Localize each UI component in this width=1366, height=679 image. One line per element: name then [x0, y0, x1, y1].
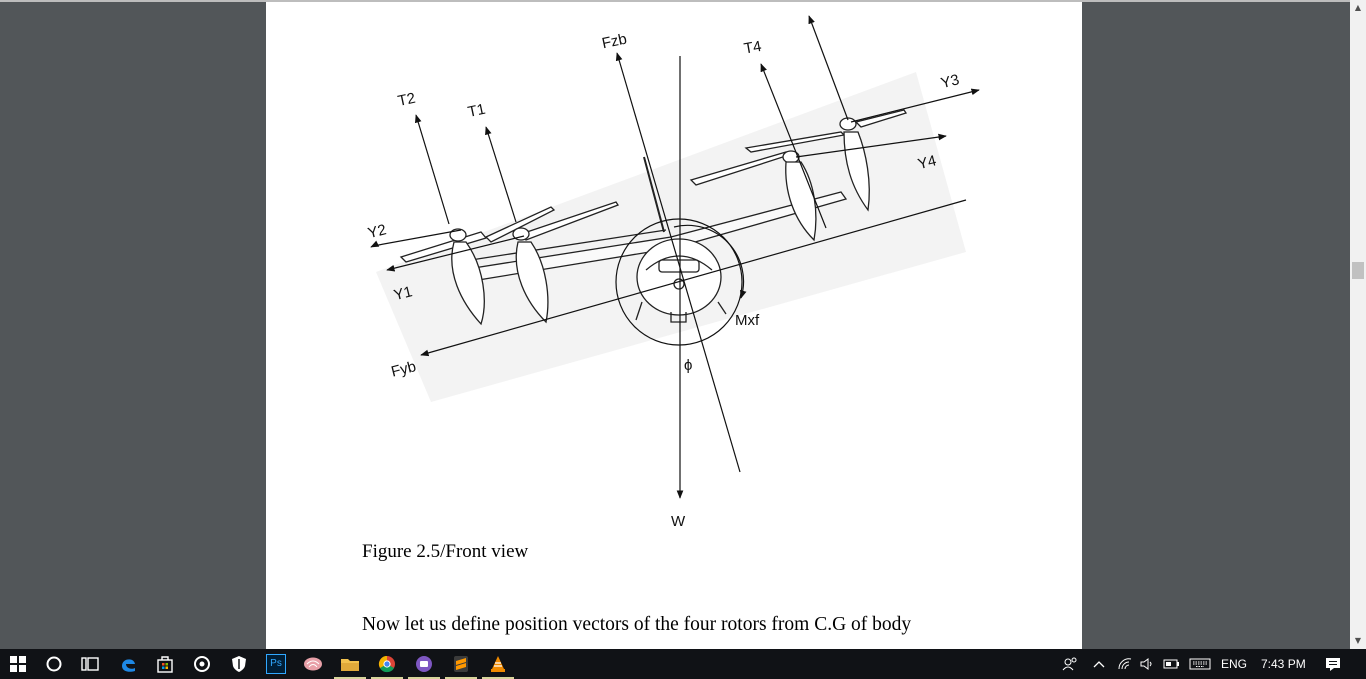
label-y3: Y3: [939, 71, 961, 92]
vlc-icon[interactable]: [480, 649, 516, 679]
windows-start-icon[interactable]: [0, 649, 36, 679]
purple-app-icon[interactable]: [406, 649, 442, 679]
reference-circle: [615, 218, 743, 346]
brain-app-icon[interactable]: [295, 649, 331, 679]
task-view-icon[interactable]: [72, 649, 108, 679]
chrome-icon[interactable]: [369, 649, 405, 679]
network-icon[interactable]: [1116, 649, 1134, 679]
label-t2: T2: [396, 90, 417, 110]
scroll-down-button[interactable]: ▼: [1354, 636, 1362, 645]
force-vectors: [370, 15, 980, 499]
media-icon[interactable]: [184, 649, 220, 679]
label-y1: Y1: [392, 283, 414, 304]
action-center-icon[interactable]: [1324, 649, 1342, 679]
vertical-scrollbar[interactable]: ▲ ▼: [1350, 0, 1366, 649]
toolbar-edge: [0, 0, 1350, 2]
label-w: W: [671, 513, 686, 530]
taskbar: Ps ENG 7:43 PM: [0, 649, 1366, 679]
aircraft-drawing: [399, 109, 908, 326]
photoshop-icon[interactable]: Ps: [258, 649, 294, 679]
label-t4: T4: [743, 38, 763, 58]
label-phi: ϕ: [684, 357, 692, 374]
label-mxf: Mxf: [735, 312, 760, 329]
front-view-figure: Fzb T4 T2 T1 Y3 Y4 Y2 Y1 Mxf Fyb ϕ W: [366, 15, 980, 530]
file-explorer-icon[interactable]: [332, 649, 368, 679]
sublime-text-icon[interactable]: [443, 649, 479, 679]
edge-icon[interactable]: [110, 649, 146, 679]
clock[interactable]: 7:43 PM: [1261, 657, 1306, 671]
scroll-thumb[interactable]: [1352, 262, 1364, 279]
cortana-icon[interactable]: [36, 649, 72, 679]
keyboard-icon[interactable]: [1188, 649, 1212, 679]
label-y4: Y4: [916, 152, 938, 173]
language-indicator[interactable]: ENG: [1221, 657, 1248, 671]
label-y2: Y2: [366, 221, 388, 242]
tray-chevron-icon[interactable]: [1091, 649, 1107, 679]
label-t1: T1: [466, 101, 487, 121]
moment-arc: [673, 224, 747, 299]
volume-icon[interactable]: [1138, 649, 1156, 679]
pdf-viewer[interactable]: Fzb T4 T2 T1 Y3 Y4 Y2 Y1 Mxf Fyb ϕ W Fig…: [0, 0, 1350, 649]
figure-caption: Figure 2.5/Front view: [362, 541, 529, 562]
security-icon[interactable]: [221, 649, 257, 679]
people-icon[interactable]: [1060, 649, 1080, 679]
scroll-up-button[interactable]: ▲: [1354, 3, 1362, 12]
battery-icon[interactable]: [1162, 649, 1180, 679]
document-page: Fzb T4 T2 T1 Y3 Y4 Y2 Y1 Mxf Fyb ϕ W Fig…: [266, 2, 1082, 649]
photoshop-label: Ps: [266, 654, 286, 674]
body-paragraph: Now let us define position vectors of th…: [362, 614, 912, 635]
label-fyb: Fyb: [389, 358, 417, 381]
label-fzb: Fzb: [600, 30, 628, 52]
store-icon[interactable]: [147, 649, 183, 679]
